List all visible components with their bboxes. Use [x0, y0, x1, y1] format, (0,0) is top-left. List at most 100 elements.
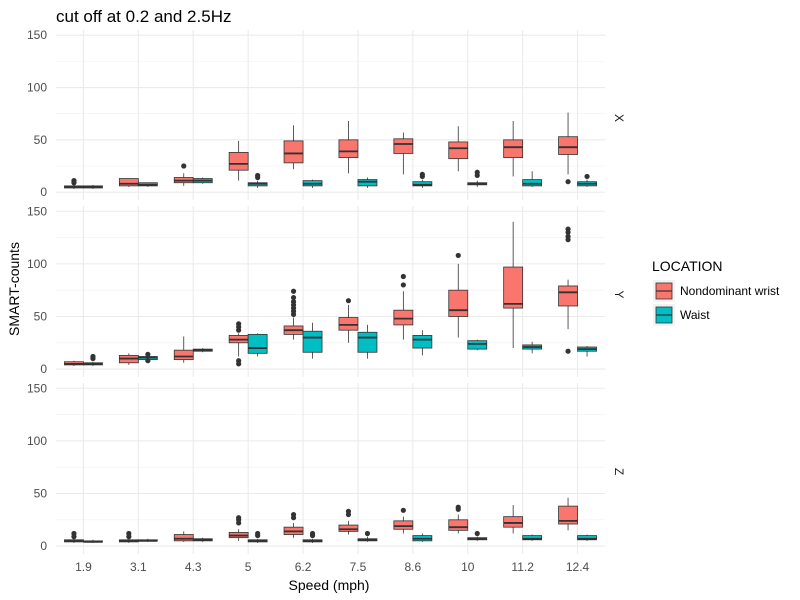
y-tick-label: 0 [40, 185, 47, 199]
box-y-wrist-3.1 [118, 353, 139, 365]
box-z-wrist-8.6 [393, 507, 414, 534]
box-x-wrist-8.6 [393, 132, 414, 175]
box-body [577, 535, 597, 541]
outlier-point [90, 353, 96, 360]
box-y-wrist-5 [228, 321, 249, 367]
outlier-point [236, 358, 242, 364]
box-x-wrist-12.4 [558, 112, 578, 185]
box-y-waist-4.3 [192, 348, 213, 353]
x-axis-title: Speed (mph) [289, 577, 370, 593]
y-tick-label: 150 [27, 381, 47, 395]
outlier-point [584, 173, 590, 180]
x-tick-label: 5 [245, 560, 252, 574]
box-body [338, 317, 359, 331]
box-x-waist-4.3 [192, 177, 213, 184]
outlier-point [290, 288, 297, 294]
box-x-waist-11.2 [522, 171, 543, 187]
box-body [173, 349, 194, 361]
box-y-waist-3.1 [137, 351, 158, 364]
box-y-wrist-6.2 [283, 288, 304, 340]
outlier-point [290, 294, 297, 301]
outlier-point [71, 530, 77, 537]
outlier-point [455, 504, 461, 510]
box-y-wrist-10 [448, 252, 469, 338]
outlier-point [474, 169, 480, 175]
box-z-waist-12.4 [577, 534, 597, 541]
box-x-wrist-10 [448, 126, 469, 172]
x-tick-label: 11.2 [511, 560, 534, 574]
box-z-wrist-7.5 [338, 508, 359, 535]
box-z-wrist-10 [448, 504, 469, 534]
y-tick-label: 150 [27, 204, 47, 218]
outlier-point [565, 179, 571, 185]
x-axis-tick-labels: 1.9 3.1 4.3 5 6.2 7.5 8.6 10 11.2 12.4 [75, 560, 589, 574]
box-y-waist-12.4 [577, 345, 597, 357]
outlier-point [565, 348, 571, 354]
box-x-wrist-5 [228, 140, 249, 181]
box-y-wrist-8.6 [393, 273, 414, 340]
y-tick-label: 50 [34, 133, 48, 147]
box-body [393, 520, 414, 530]
legend-label: Nondominant wrist [680, 284, 780, 298]
y-tick-label: 0 [40, 362, 47, 376]
box-x-wrist-1.9 [64, 178, 84, 190]
outlier-point [474, 530, 480, 537]
box-body [503, 139, 524, 159]
facet-panel-y: 0 50 100 150 Y [27, 204, 626, 377]
outlier-point [345, 508, 352, 514]
box-z-waist-8.6 [412, 533, 433, 542]
box-body [393, 309, 414, 326]
box-x-wrist-6.2 [283, 125, 304, 170]
box-z-wrist-11.2 [503, 505, 524, 534]
box-y-wrist-1.9 [64, 360, 84, 366]
box-x-wrist-11.2 [503, 121, 524, 177]
box-body [393, 138, 414, 154]
y-tick-label: 50 [34, 309, 48, 323]
x-tick-label: 7.5 [350, 560, 367, 574]
outlier-point [309, 530, 316, 537]
outlier-point [419, 171, 425, 177]
box-body [558, 505, 578, 525]
box-y-waist-10 [467, 339, 488, 351]
box-y-wrist-11.2 [503, 221, 524, 349]
box-x-wrist-7.5 [338, 121, 359, 174]
box-x-waist-6.2 [302, 179, 323, 188]
box-z-wrist-6.2 [283, 511, 304, 538]
box-y-waist-11.2 [522, 341, 543, 354]
outlier-point [400, 507, 406, 513]
outlier-point [565, 226, 571, 232]
box-y-wrist-7.5 [338, 298, 359, 343]
outlier-point [345, 298, 352, 304]
box-x-waist-10 [467, 169, 488, 187]
box-body [558, 136, 578, 155]
box-body [357, 179, 378, 187]
box-z-wrist-4.3 [173, 531, 194, 542]
legend-label: Waist [680, 308, 710, 322]
facet-strip-label: Y [612, 290, 626, 298]
box-x-waist-8.6 [412, 171, 433, 188]
box-x-wrist-4.3 [173, 163, 194, 186]
box-body [412, 335, 433, 349]
box-body [283, 140, 304, 164]
box-y-waist-5 [247, 333, 268, 357]
facet-strip-label: Z [612, 468, 626, 475]
outlier-point [255, 530, 261, 537]
box-z-waist-11.2 [522, 534, 543, 541]
box-y-waist-6.2 [302, 322, 323, 359]
box-z-waist-5 [247, 530, 268, 543]
outlier-point [290, 299, 297, 305]
box-body [412, 181, 433, 187]
legend: LOCATION Nondominant wrist Waist [652, 258, 780, 326]
outlier-point [126, 530, 132, 537]
facet-strip-label: X [612, 114, 626, 122]
box-z-wrist-12.4 [558, 497, 578, 531]
x-tick-label: 10 [461, 560, 475, 574]
box-y-waist-1.9 [83, 353, 103, 366]
outlier-point [236, 321, 242, 327]
y-tick-label: 100 [27, 257, 47, 271]
facet-panel-z: 0 50 100 150 Z [27, 381, 626, 554]
y-tick-label: 0 [40, 539, 47, 553]
box-x-waist-5 [247, 172, 268, 188]
facet-panel-x: 0 50 100 150 X [27, 28, 626, 200]
